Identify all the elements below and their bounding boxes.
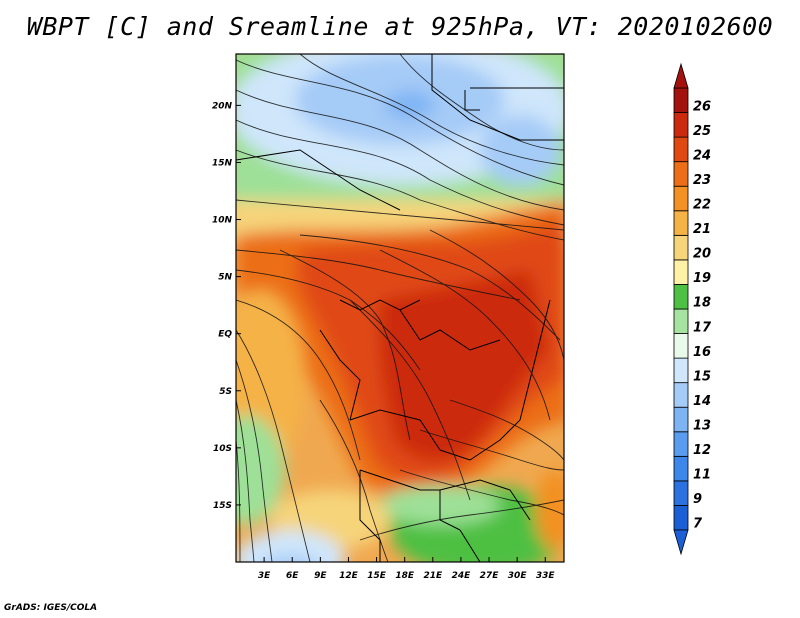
colorbar-min-arrow <box>673 529 689 556</box>
colorbar-label: 9 <box>693 492 702 507</box>
colorbar-swatch <box>673 382 689 408</box>
colorbar-swatch <box>673 259 689 285</box>
x-tick-label: 21E <box>423 571 443 581</box>
x-tick-label: 12E <box>339 571 359 581</box>
colorbar-label: 22 <box>693 198 711 213</box>
colorbar-label: 24 <box>693 148 711 163</box>
x-tick-label: 24E <box>452 571 472 581</box>
x-tick-label: 15E <box>367 571 387 581</box>
colorbar-label: 14 <box>693 394 711 409</box>
colorbar-swatch <box>673 87 689 113</box>
colorbar-label: 15 <box>693 369 711 384</box>
y-tick-label: 10N <box>212 216 233 226</box>
colorbar-label: 25 <box>693 124 711 139</box>
colorbar-label: 21 <box>693 222 711 237</box>
colorbar: 7 9 11 12 13 14 15 16 17 18 19 20 21 22 23 24 25 26 <box>673 62 712 556</box>
y-tick-label: 20N <box>212 101 233 111</box>
colorbar-label: 23 <box>693 173 711 188</box>
grads-credit: GrADS: IGES/COLA <box>4 603 98 613</box>
colorbar-label: 16 <box>693 345 711 360</box>
x-tick-label: 18E <box>395 571 415 581</box>
colorbar-swatch <box>673 284 689 310</box>
chart-title: WBPT [C] and Sreamline at 925hPa, VT: 20… <box>26 12 774 41</box>
colorbar-label: 18 <box>693 296 711 311</box>
colorbar-max-arrow <box>673 62 689 89</box>
colorbar-label: 13 <box>693 419 711 434</box>
x-tick-label: 33E <box>536 571 556 581</box>
axis-ticks: 3E 6E 9E 12E 15E 18E 21E 24E 27E 30E 33E 20N 15N 10N 5… <box>212 101 556 581</box>
colorbar-label: 19 <box>693 271 711 286</box>
y-tick-label: 15N <box>212 158 233 168</box>
colorbar-swatch <box>673 161 689 187</box>
colorbar-label: 7 <box>693 517 703 532</box>
colorbar-label: 26 <box>693 99 711 114</box>
colorbar-swatch <box>673 480 689 506</box>
y-tick-label: 10S <box>213 444 232 454</box>
y-tick-label: 5S <box>219 387 232 397</box>
colorbar-label: 20 <box>693 247 711 262</box>
map-frame <box>235 53 565 563</box>
x-tick-label: 27E <box>480 571 500 581</box>
x-tick-label: 9E <box>314 571 327 581</box>
colorbar-swatch <box>673 357 689 384</box>
colorbar-label: 12 <box>693 443 711 458</box>
x-tick-label: 6E <box>286 571 299 581</box>
colorbar-swatch <box>673 210 689 236</box>
colorbar-swatch <box>673 505 689 531</box>
colorbar-swatch <box>673 406 689 433</box>
y-tick-label: EQ <box>218 330 232 340</box>
y-tick-label: 15S <box>213 501 232 511</box>
country-borders <box>236 54 564 562</box>
x-tick-label: 30E <box>508 571 528 581</box>
colorbar-label: 17 <box>693 320 712 335</box>
colorbar-swatch <box>673 234 689 261</box>
colorbar-swatch <box>673 112 689 138</box>
streamlines <box>236 54 564 562</box>
colorbar-swatch <box>673 333 689 359</box>
colorbar-swatch <box>673 185 689 212</box>
colorbar-swatch <box>673 308 689 334</box>
wbpt-field <box>236 54 564 562</box>
colorbar-label: 11 <box>693 468 711 483</box>
colorbar-swatch <box>673 431 689 457</box>
x-tick-label: 3E <box>258 571 271 581</box>
colorbar-swatch <box>673 455 689 482</box>
y-tick-label: 5N <box>218 273 232 283</box>
colorbar-swatch <box>673 136 689 163</box>
